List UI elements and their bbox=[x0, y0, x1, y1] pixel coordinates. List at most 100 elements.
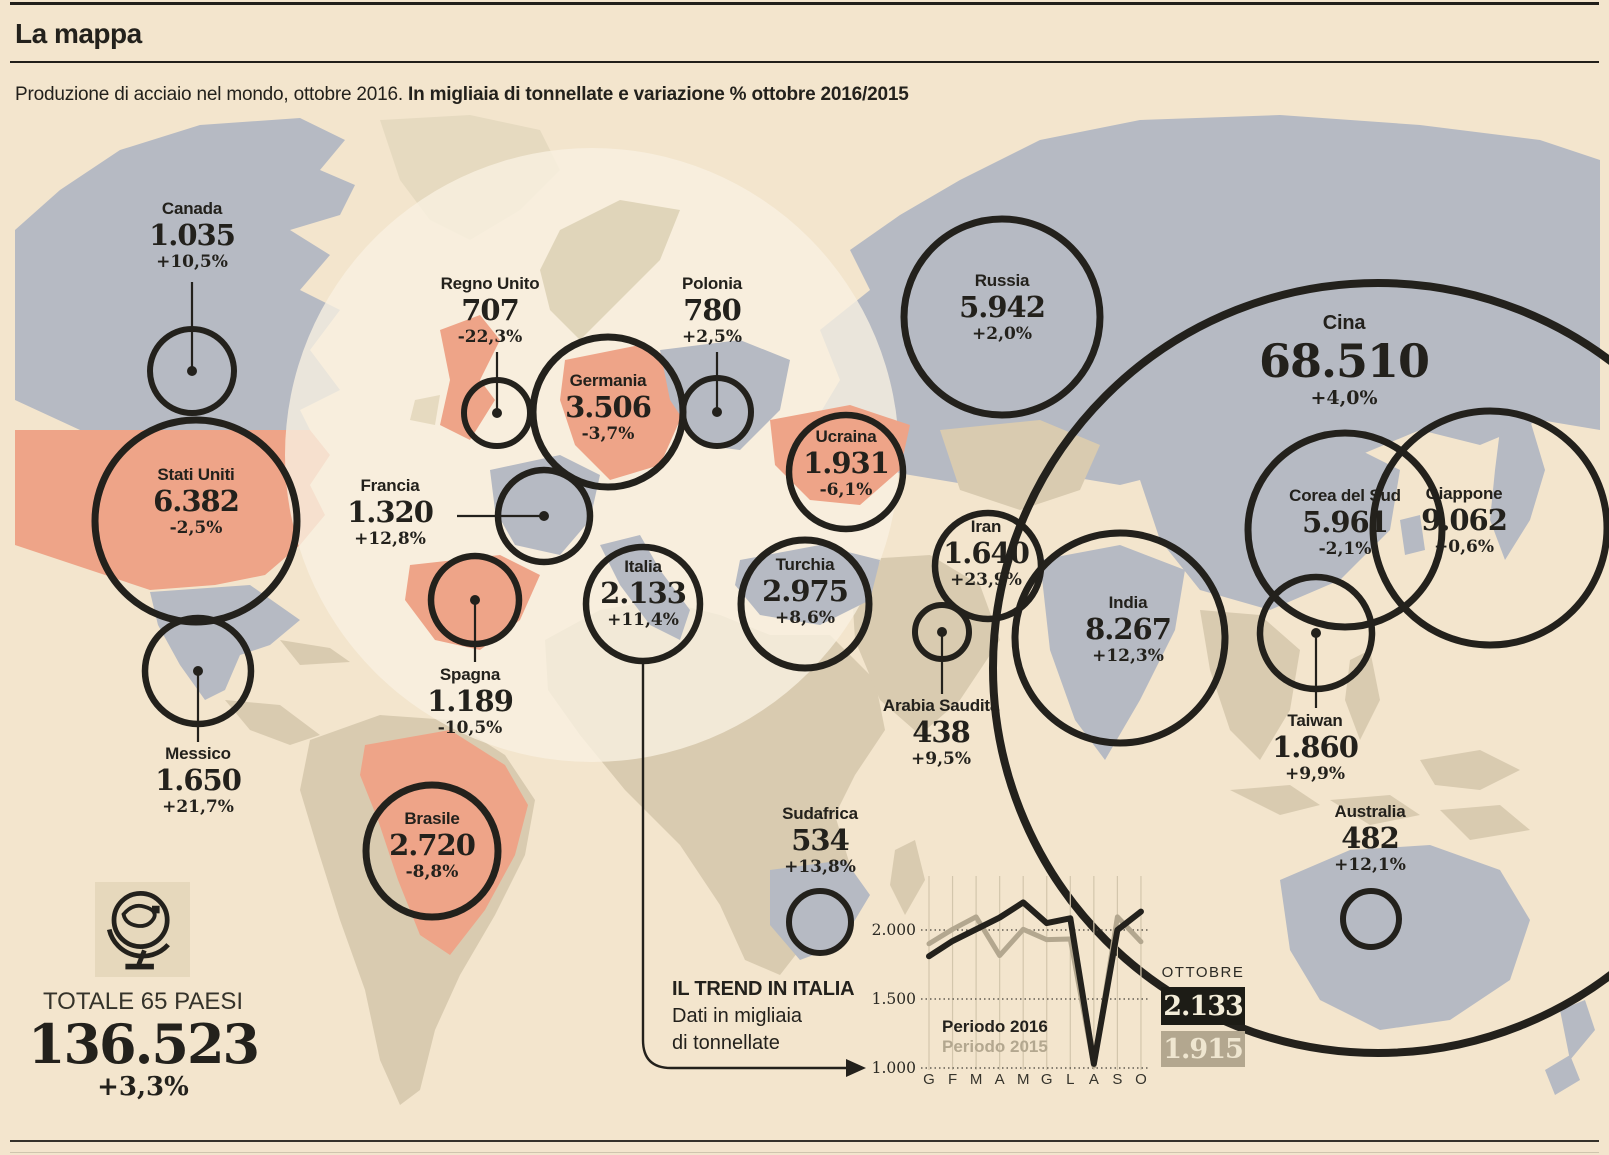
brasile-bubble bbox=[362, 781, 502, 921]
taiwan-name: Taiwan bbox=[1287, 711, 1343, 730]
arabia-saudita-value: 438 bbox=[912, 715, 971, 749]
australia-bubble bbox=[1340, 888, 1402, 950]
russia-label: Russia 5.942 +2,0% bbox=[959, 271, 1046, 343]
canada-label: Canada 1.035 +10,5% bbox=[149, 200, 236, 271]
polonia-value: 780 bbox=[683, 293, 742, 327]
polonia-label: Polonia 780 +2,5% bbox=[682, 275, 742, 346]
regno-unito-value: 707 bbox=[461, 293, 520, 327]
giappone-bubble bbox=[1369, 407, 1609, 649]
india-label: India 8.267 +12,3% bbox=[1085, 594, 1172, 666]
page-title: La mappa bbox=[15, 18, 142, 49]
landmass-new-guinea bbox=[1420, 750, 1520, 790]
giappone-name: Giappone bbox=[1425, 484, 1503, 503]
brasile-label: Brasile 2.720 -8,8% bbox=[389, 809, 476, 881]
giappone-label: Giappone 9.062 +0,6% bbox=[1421, 484, 1508, 557]
arabia-saudita-center-dot bbox=[937, 627, 947, 637]
landmass-new-zealand bbox=[1545, 1000, 1595, 1095]
chart-month-label: G bbox=[923, 1071, 935, 1088]
giappone-pct: +0,6% bbox=[1434, 537, 1494, 557]
messico-name: Messico bbox=[165, 744, 231, 763]
cina-name: Cina bbox=[1322, 312, 1366, 334]
spagna-name: Spagna bbox=[439, 665, 501, 684]
cina-label: Cina 68.510 +4,0% bbox=[1259, 312, 1430, 408]
regno-unito-label: Regno Unito 707 -22,3% bbox=[441, 275, 540, 346]
messico-value: 1.650 bbox=[155, 763, 242, 797]
sudafrica-label: Sudafrica 534 +13,8% bbox=[782, 805, 858, 876]
total-countries-label: TOTALE 65 PAESI bbox=[42, 988, 244, 1015]
landmass-middle-east bbox=[850, 555, 1000, 735]
ucraina-pct: -6,1% bbox=[819, 480, 873, 500]
polonia-pct: +2,5% bbox=[682, 327, 742, 347]
ottobre-label: OTTOBRE bbox=[1161, 964, 1245, 981]
landmass-turkey bbox=[735, 545, 880, 625]
india-pct: +12,3% bbox=[1092, 646, 1164, 666]
landmass-australia bbox=[1280, 845, 1530, 1030]
trend-connector-arrow bbox=[641, 663, 866, 1077]
landmass-caribbean bbox=[280, 640, 350, 665]
chart-y-tick: 2.000 bbox=[872, 921, 916, 939]
francia-label: Francia 1.320 +12,8% bbox=[347, 476, 434, 548]
trend-note-title: IL TREND IN ITALIA bbox=[672, 978, 855, 1000]
brasile-name: Brasile bbox=[404, 809, 460, 828]
chart-y-tick: 1.000 bbox=[872, 1059, 916, 1077]
trend-note-line2: Dati in migliaia bbox=[672, 1005, 803, 1027]
legend-periodo-2016: Periodo 2016 bbox=[942, 1017, 1048, 1036]
russia-name: Russia bbox=[974, 271, 1030, 290]
arabia-saudita-label: Arabia Saudita 438 +9,5% bbox=[883, 697, 999, 768]
turchia-label: Turchia 2.975 +8,6% bbox=[762, 555, 849, 627]
canada-value: 1.035 bbox=[149, 218, 236, 252]
francia-name: Francia bbox=[360, 476, 420, 495]
taiwan-pct: +9,9% bbox=[1285, 764, 1345, 784]
title-rule bbox=[10, 61, 1599, 63]
chart-y-tick: 1.500 bbox=[872, 990, 916, 1008]
landmass-ireland bbox=[410, 395, 440, 425]
landmass-russia bbox=[810, 115, 1600, 490]
ucraina-value: 1.931 bbox=[803, 446, 890, 480]
landmass-east-europe bbox=[660, 340, 790, 450]
italia-label: Italia 2.133 +11,4% bbox=[600, 558, 687, 630]
messico-label: Messico 1.650 +21,7% bbox=[155, 744, 242, 816]
francia-center-dot bbox=[539, 511, 549, 521]
cina-bubble bbox=[989, 279, 1609, 1057]
subtitle-bold: In migliaia di tonnellate e variazione %… bbox=[408, 84, 909, 105]
italia-pct: +11,4% bbox=[607, 610, 679, 630]
chart-month-label: G bbox=[1041, 1071, 1053, 1088]
stati-uniti-label: Stati Uniti 6.382 -2,5% bbox=[153, 466, 240, 537]
ottobre-callout: OTTOBRE 2.133 1.915 bbox=[1161, 964, 1245, 1067]
legend-periodo-2015: Periodo 2015 bbox=[942, 1037, 1048, 1056]
sudafrica-pct: +13,8% bbox=[784, 857, 856, 877]
taiwan-center-dot bbox=[1311, 628, 1321, 638]
germania-name: Germania bbox=[569, 371, 647, 390]
subtitle-regular: Produzione di acciaio nel mondo, ottobre… bbox=[15, 84, 409, 105]
australia-label: Australia 482 +12,1% bbox=[1334, 803, 1406, 874]
spagna-center-dot bbox=[470, 595, 480, 605]
landmass-oceania bbox=[1280, 845, 1595, 1095]
iran-value: 1.640 bbox=[943, 536, 1030, 570]
polonia-center-dot bbox=[712, 407, 722, 417]
stati-uniti-value: 6.382 bbox=[153, 484, 240, 518]
landmass-central-asia bbox=[940, 420, 1100, 510]
germania-label: Germania 3.506 -3,7% bbox=[565, 371, 652, 443]
chart-month-label: A bbox=[995, 1071, 1005, 1088]
landmass-europe bbox=[405, 200, 910, 650]
bottom-rule bbox=[10, 1140, 1599, 1142]
landmass-asia bbox=[810, 115, 1600, 840]
ottobre-2015-box: 1.915 bbox=[1161, 1031, 1245, 1067]
turchia-name: Turchia bbox=[775, 555, 835, 574]
globe-icon-box bbox=[95, 882, 190, 977]
ottobre-2016-box: 2.133 bbox=[1161, 987, 1245, 1025]
turchia-value: 2.975 bbox=[762, 574, 849, 608]
spagna-pct: -10,5% bbox=[437, 718, 503, 738]
leader-lines bbox=[187, 282, 1321, 742]
ucraina-name: Ucraina bbox=[815, 427, 877, 446]
taiwan-value: 1.860 bbox=[1272, 730, 1359, 764]
india-value: 8.267 bbox=[1085, 612, 1172, 646]
corea-del-sud-pct: -2,1% bbox=[1318, 539, 1372, 559]
sudafrica-value: 534 bbox=[791, 823, 850, 857]
landmass-indonesia bbox=[1230, 785, 1530, 840]
chart-line-periodo-2016 bbox=[926, 899, 1144, 1067]
landmass-korea bbox=[1400, 515, 1425, 555]
